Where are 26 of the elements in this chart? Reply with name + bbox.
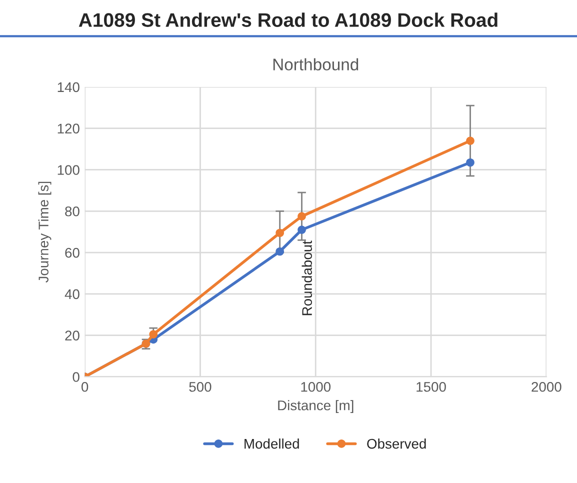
x-tick-label: 1000 [301,382,331,392]
x-tick-label: 1500 [416,382,446,392]
y-tick-label: 80 [65,206,80,216]
point [276,247,284,256]
y-axis-title: Journey Time [s] [38,182,52,283]
y-tick-label: 20 [65,330,80,341]
legend-label: Observed [367,438,426,449]
point [298,212,306,220]
x-tick-label: 0 [82,382,88,392]
point [298,226,306,234]
point [466,158,474,167]
chart-subtitle: Northbound [273,58,358,70]
y-tick-label: 140 [58,82,80,92]
y-tick-label: 40 [64,289,80,300]
y-tick-label: 100 [58,165,80,175]
chart-title: A1089 St Andrew's Road to A1089 Dock Road [78,12,498,27]
x-axis-title: Distance [m] [278,400,354,414]
legend-label: Modelled [244,438,299,449]
x-tick-label: 500 [189,382,212,392]
x-tick-label: 2000 [532,382,562,392]
y-tick-label: 120 [58,124,80,134]
y-tick-label: 60 [65,248,80,258]
point [466,136,474,145]
point [276,228,284,238]
y-tick-label: 0 [72,372,80,382]
annotation: Roundabout [302,240,312,316]
